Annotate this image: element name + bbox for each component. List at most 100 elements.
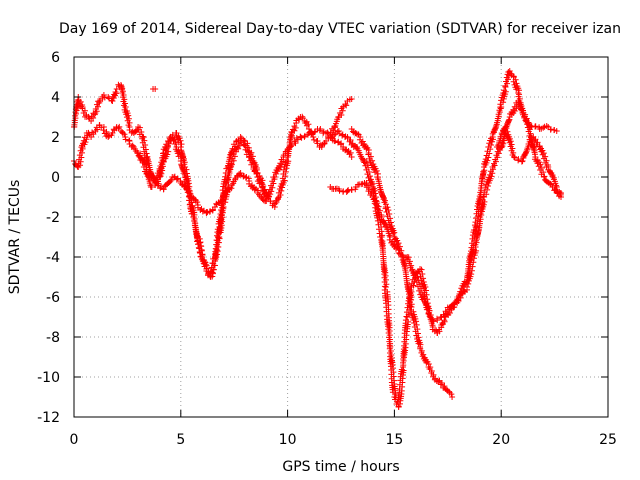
data-point — [265, 189, 272, 196]
data-point — [348, 154, 355, 160]
data-point — [220, 196, 227, 203]
data-point — [395, 404, 402, 410]
data-point — [174, 150, 181, 157]
data-point — [160, 150, 167, 157]
data-point — [168, 176, 175, 183]
x-tick-label: 10 — [279, 432, 297, 448]
data-point — [180, 168, 187, 175]
data-point — [363, 184, 370, 191]
y-tick-label: 6 — [51, 50, 60, 66]
data-point — [476, 196, 483, 203]
data-point — [317, 125, 324, 132]
data-point — [371, 187, 378, 194]
data-point — [410, 317, 417, 324]
data-point — [501, 87, 508, 94]
data-point — [152, 86, 159, 92]
series-track-f — [348, 126, 456, 400]
data-point — [553, 187, 560, 194]
x-tick-label: 25 — [599, 432, 617, 448]
data-point — [532, 136, 539, 143]
data-point — [534, 160, 541, 167]
y-tick-label: 2 — [51, 130, 60, 146]
data-point — [296, 116, 303, 123]
data-point — [519, 158, 526, 164]
data-point — [448, 391, 455, 398]
data-point — [382, 223, 389, 230]
y-tick-label: 0 — [51, 170, 60, 186]
data-point — [523, 148, 530, 155]
data-point — [541, 173, 548, 180]
data-point — [151, 174, 158, 181]
data-point — [402, 317, 409, 324]
data-point — [342, 101, 349, 108]
plot-frame — [73, 56, 609, 418]
data-point — [441, 313, 448, 320]
data-point — [505, 69, 512, 76]
data-point — [217, 223, 224, 230]
data-point — [271, 204, 278, 210]
data-point — [240, 141, 247, 148]
data-point — [163, 141, 170, 148]
data-point — [301, 132, 308, 139]
data-point — [440, 311, 447, 318]
data-point — [349, 128, 356, 135]
data-point — [132, 127, 139, 134]
tick-layer: 0 5 10 15 20 25 -12 -10 -8 -6 -4 -2 0 2 4 6 — [37, 50, 617, 448]
data-point — [242, 174, 249, 181]
data-point — [348, 96, 355, 102]
data-point — [543, 123, 550, 130]
series-track-g — [493, 124, 565, 200]
data-point — [291, 123, 298, 130]
data-point — [125, 112, 132, 119]
data-point — [116, 123, 123, 130]
x-tick-label: 5 — [176, 432, 185, 448]
data-point — [160, 186, 167, 192]
data-point — [551, 127, 558, 134]
data-point — [324, 129, 331, 136]
data-point — [167, 178, 174, 185]
data-point — [197, 253, 204, 260]
y-tick-label: -2 — [46, 210, 60, 226]
data-point — [274, 195, 281, 202]
data-point — [314, 140, 321, 147]
data-point — [298, 134, 305, 141]
data-point — [507, 138, 514, 145]
data-point — [199, 208, 206, 215]
data-point — [192, 197, 199, 204]
data-point — [540, 124, 547, 131]
data-point — [253, 170, 260, 177]
data-point — [438, 379, 445, 386]
y-tick-label: -10 — [37, 370, 60, 386]
data-point — [518, 158, 525, 165]
data-point — [511, 154, 518, 160]
data-point — [181, 170, 188, 177]
x-tick-label: 15 — [385, 432, 403, 448]
data-point — [344, 135, 351, 142]
data-point — [336, 187, 343, 194]
data-layer — [71, 68, 565, 410]
data-point — [390, 230, 397, 237]
y-tick-label: -4 — [46, 250, 60, 266]
data-point — [480, 168, 487, 175]
data-point — [380, 196, 387, 203]
data-point — [228, 160, 235, 167]
data-point — [511, 154, 518, 161]
data-point — [510, 106, 517, 113]
data-point — [348, 126, 355, 132]
data-point — [406, 289, 413, 296]
x-axis-title: GPS time / hours — [282, 459, 399, 475]
data-point — [216, 234, 223, 240]
data-point — [521, 113, 528, 120]
chart-title: Day 169 of 2014, Sidereal Day-to-day VTE… — [59, 21, 621, 37]
data-point — [505, 117, 512, 124]
data-point — [122, 104, 129, 110]
data-point — [178, 141, 185, 148]
data-point — [173, 176, 180, 183]
data-point — [537, 167, 544, 174]
data-point — [161, 144, 168, 151]
data-point — [310, 136, 317, 143]
data-point — [339, 132, 346, 139]
data-point — [468, 253, 475, 260]
x-tick-label: 0 — [70, 432, 79, 448]
